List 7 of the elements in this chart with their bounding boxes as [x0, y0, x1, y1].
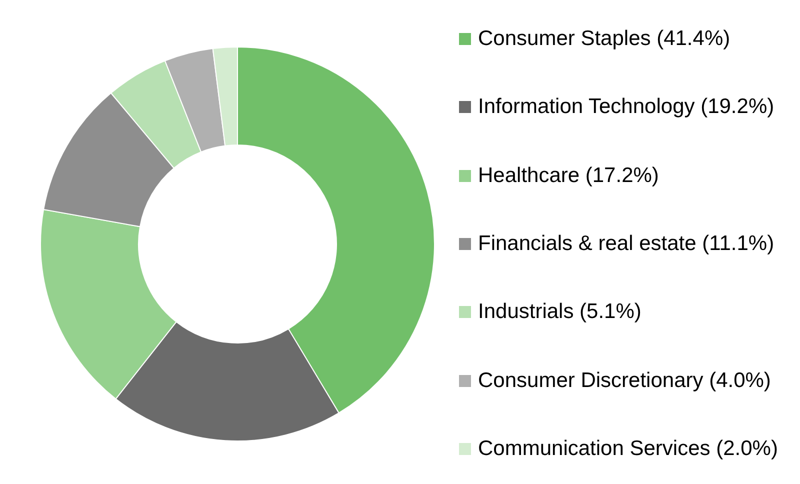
- legend-label: Industrials (5.1%): [478, 300, 642, 324]
- legend-label: Consumer Discretionary (4.0%): [478, 368, 771, 393]
- legend-label: Financials & real estate (11.1%): [478, 232, 774, 256]
- legend-label: Healthcare (17.2%): [478, 164, 659, 188]
- legend-label: Communication Services (2.0%): [478, 436, 778, 461]
- legend-label: Consumer Staples (41.4%): [478, 27, 730, 52]
- legend-label: Information Technology (19.2%): [478, 95, 774, 120]
